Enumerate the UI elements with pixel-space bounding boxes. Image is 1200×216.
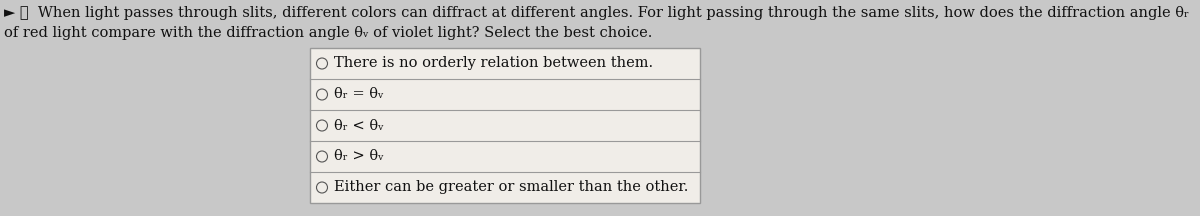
Text: There is no orderly relation between them.: There is no orderly relation between the… xyxy=(334,57,653,70)
Bar xyxy=(310,48,700,203)
Text: θᵣ < θᵥ: θᵣ < θᵥ xyxy=(334,119,384,132)
Circle shape xyxy=(317,89,328,100)
Circle shape xyxy=(317,120,328,131)
Circle shape xyxy=(317,151,328,162)
Text: θᵣ = θᵥ: θᵣ = θᵥ xyxy=(334,87,384,102)
Circle shape xyxy=(317,58,328,69)
Text: θᵣ > θᵥ: θᵣ > θᵥ xyxy=(334,149,384,164)
Text: Either can be greater or smaller than the other.: Either can be greater or smaller than th… xyxy=(334,181,689,194)
Circle shape xyxy=(317,182,328,193)
Text: of red light compare with the diffraction angle θᵥ of violet light? Select the b: of red light compare with the diffractio… xyxy=(4,26,653,40)
Text: ► ⚠  When light passes through slits, different colors can diffract at different: ► ⚠ When light passes through slits, dif… xyxy=(4,6,1189,20)
